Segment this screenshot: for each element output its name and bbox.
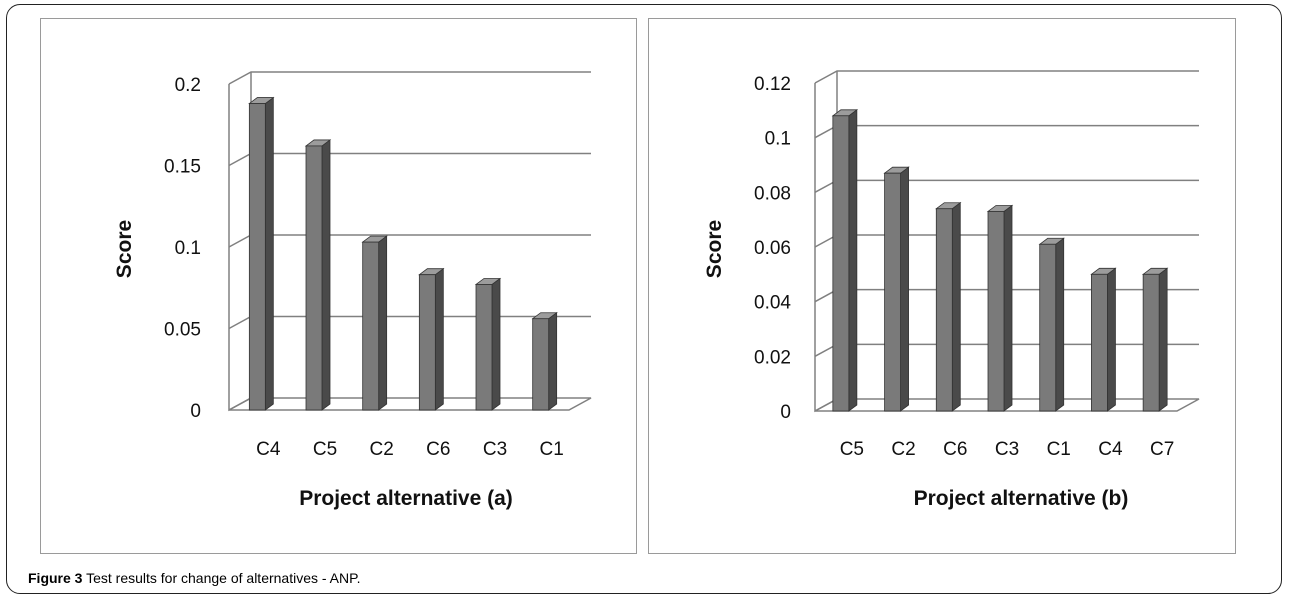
y-tick-label: 0.04 — [754, 293, 791, 314]
bar — [1038, 237, 1065, 412]
y-tick-label: 0.1 — [175, 238, 201, 259]
bar-front — [1039, 243, 1057, 412]
x-tick-label: C5 — [840, 439, 864, 460]
bar-front — [1091, 273, 1108, 412]
y-tick-label: 0.12 — [754, 74, 791, 95]
bar-front — [362, 241, 380, 411]
bar-chart-b: 0 0.02 0.04 0.06 0.08 0.1 0.12 C5 C2 C6 C3 C1 C4 C7 Pr… — [703, 70, 1200, 510]
bar — [361, 235, 388, 411]
bar-side — [1055, 237, 1065, 412]
gridline — [814, 70, 1199, 84]
bar-front — [475, 284, 493, 411]
y-tick-label: 0.05 — [164, 320, 201, 341]
figure-frame — [6, 4, 1282, 594]
y-tick-label: 0.2 — [175, 75, 201, 96]
y-tick-label: 0.06 — [754, 238, 791, 259]
chart-panel-b: 0 0.02 0.04 0.06 0.08 0.1 0.12 C5 C2 C6 C3 C1 C4 C7 Pr… — [648, 18, 1236, 554]
y-axis-title: Score — [113, 220, 136, 278]
y-tick-label: 0.02 — [754, 347, 791, 368]
bar — [304, 139, 332, 411]
chart-panel-a: 0 0.05 0.1 0.15 0.2 C4 C5 C2 C6 C3 C1 Project alter… — [40, 18, 637, 554]
x-tick-label: C4 — [1098, 439, 1123, 460]
bar — [1090, 267, 1117, 412]
bar-side — [848, 109, 858, 412]
gridline — [228, 152, 591, 167]
bar-chart-a: 0 0.05 0.1 0.15 0.2 C4 C5 C2 C6 C3 C1 Project alter… — [113, 71, 592, 510]
bar — [474, 277, 502, 411]
bar — [831, 109, 859, 412]
bar — [248, 96, 275, 411]
y-tick-label: 0.15 — [164, 157, 201, 178]
bar — [986, 204, 1014, 412]
bar-side — [264, 96, 274, 411]
x-tick-label: C2 — [370, 439, 394, 460]
gridline — [228, 234, 591, 248]
bar — [1141, 267, 1169, 412]
y-axis-title: Score — [703, 220, 726, 278]
gridline — [814, 124, 1199, 139]
bar-side — [951, 201, 961, 412]
caption-text: Test results for change of alternatives … — [82, 570, 361, 586]
gridline — [814, 179, 1199, 193]
y-tick-label: 0.1 — [765, 129, 791, 150]
gridline — [228, 71, 591, 85]
figure-label: Figure 3 — [28, 570, 83, 586]
bar-front — [987, 211, 1005, 412]
x-tick-label: C3 — [483, 439, 507, 460]
bar-side — [1158, 267, 1168, 412]
x-axis-title: Project alternative (a) — [299, 487, 513, 510]
bar-side — [1003, 204, 1013, 412]
x-tick-label: C7 — [1150, 439, 1174, 460]
y-tick-label: 0.08 — [754, 183, 791, 204]
bar — [418, 267, 445, 411]
bar-front — [935, 208, 953, 412]
bar-side — [548, 311, 558, 411]
x-tick-label: C6 — [943, 439, 967, 460]
bar-side — [378, 235, 388, 411]
floor-outline — [228, 397, 592, 411]
x-tick-label: C4 — [256, 439, 281, 460]
bar-front — [1142, 273, 1160, 412]
x-tick-label: C5 — [313, 439, 337, 460]
bar-side — [1107, 267, 1116, 412]
bar — [883, 166, 910, 412]
bar — [531, 311, 558, 411]
x-axis-title: Project alternative (b) — [914, 487, 1129, 510]
bar — [935, 201, 962, 412]
bar-side — [434, 267, 444, 411]
y-tick-label: 0 — [780, 402, 791, 423]
y-tick-label: 0 — [190, 401, 201, 422]
bar-front — [418, 274, 436, 411]
x-tick-label: C1 — [1047, 439, 1071, 460]
bar-side — [491, 277, 501, 411]
bar-side — [900, 166, 909, 412]
x-tick-label: C2 — [891, 439, 915, 460]
x-tick-label: C3 — [995, 439, 1019, 460]
x-tick-label: C1 — [540, 439, 564, 460]
bar-side — [321, 139, 331, 411]
bar-front — [305, 145, 323, 411]
bar-front — [532, 318, 550, 411]
figure-caption: Figure 3 Test results for change of alte… — [28, 570, 361, 586]
bar-front — [248, 103, 266, 411]
bar-front — [832, 115, 850, 412]
bar-front — [884, 172, 901, 412]
x-tick-label: C6 — [426, 439, 450, 460]
